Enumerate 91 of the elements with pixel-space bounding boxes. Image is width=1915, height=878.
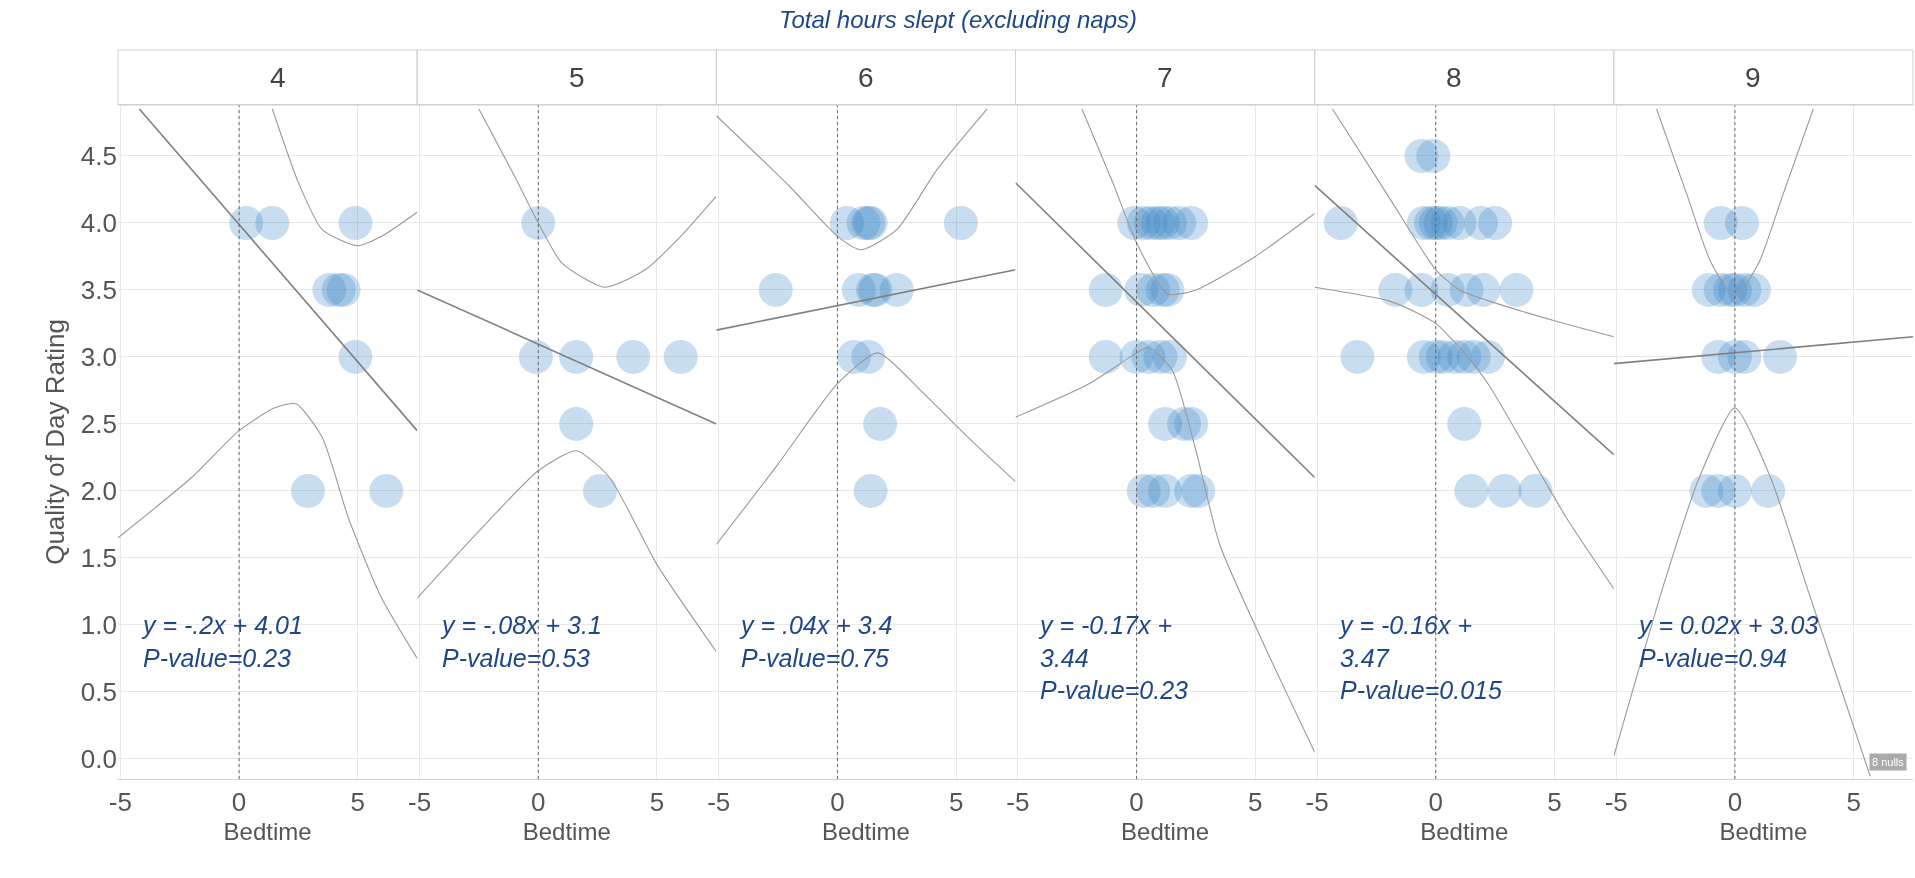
x-tick-label: 5 [649, 787, 665, 818]
x-tick-label: 5 [350, 787, 366, 818]
point [559, 339, 594, 374]
y-tick-label: 2.0 [80, 476, 117, 507]
x-tick-label: -5 [407, 787, 432, 818]
point [943, 205, 978, 240]
y-tick-label: 3.5 [80, 275, 117, 306]
chart-title: 9 [1745, 62, 1761, 93]
x-tick-label: 5 [1248, 787, 1263, 818]
y-tick-label: 2.5 [80, 409, 117, 440]
point [1174, 205, 1209, 240]
point [1088, 272, 1123, 307]
x-axis-title: Bedtime [1420, 817, 1509, 845]
point [521, 205, 556, 240]
point [1471, 339, 1505, 374]
x-tick-label: 0 [830, 787, 845, 818]
chart-title: 4 [270, 62, 286, 93]
annotation: y = -0.17x + 3.44 P-value=0.23 [1038, 611, 1189, 704]
x-tick-label: -5 [108, 787, 132, 818]
annotation: y = .04x + 3.4 P-value=0.75 [739, 611, 893, 672]
point [1499, 272, 1534, 307]
point [255, 205, 290, 240]
point [559, 406, 594, 441]
point [1466, 272, 1501, 307]
point [1416, 138, 1451, 173]
x-tick-label: 0 [1129, 787, 1144, 818]
point [1088, 339, 1123, 374]
x-tick-label: 0 [531, 787, 546, 818]
y-tick-label: 0.5 [80, 677, 117, 707]
point [1447, 406, 1482, 441]
point [1725, 205, 1760, 240]
chart-title: 6 [858, 62, 874, 93]
point [1323, 205, 1358, 240]
annotation: y = -.08x + 3.1 P-value=0.53 [440, 611, 602, 672]
point [338, 339, 373, 374]
x-axis-title: Bedtime [1719, 817, 1808, 845]
x-tick-label: 5 [948, 787, 964, 818]
y-tick-label: 1.0 [80, 610, 117, 640]
point [853, 473, 888, 508]
y-tick-label: 3.0 [80, 342, 117, 373]
chart-title: 8 [1446, 62, 1462, 93]
x-axis-title: Bedtime [522, 817, 611, 845]
point [369, 473, 404, 508]
point [1174, 406, 1209, 441]
y-tick-label: 4.0 [80, 208, 117, 239]
point [758, 272, 793, 307]
point [1751, 473, 1786, 508]
chart-title: 5 [569, 62, 585, 93]
x-tick-label: -5 [1305, 787, 1329, 818]
x-tick-label: 0 [1428, 787, 1443, 818]
point [1340, 339, 1375, 374]
x-tick-label: -5 [1006, 787, 1030, 818]
point [1181, 473, 1216, 508]
x-tick-label: 5 [1547, 787, 1562, 818]
x-axis-title: Bedtime [223, 817, 312, 845]
x-tick-label: 5 [1846, 787, 1861, 818]
point [1478, 205, 1513, 240]
x-tick-label: 0 [1727, 787, 1743, 818]
annotation: 8 nulls [1872, 756, 1905, 768]
point [1763, 339, 1798, 374]
point [616, 339, 651, 374]
x-tick-label: -5 [1604, 787, 1628, 818]
point [1487, 473, 1522, 508]
point [1152, 339, 1187, 374]
x-axis-title: Bedtime [821, 817, 910, 845]
annotation: y = -0.16x + 3.47 P-value=0.015 [1338, 611, 1503, 704]
chart-subtitle: Total hours slept (excluding naps) [779, 6, 1137, 33]
point [863, 406, 898, 441]
y-tick-label: 4.5 [80, 141, 117, 172]
point [338, 205, 373, 240]
point [1736, 272, 1771, 307]
point [1717, 473, 1752, 508]
x-tick-label: 0 [231, 787, 247, 818]
point [879, 272, 914, 307]
point [290, 473, 325, 508]
point [518, 339, 553, 374]
point [583, 473, 617, 508]
x-axis-title: Bedtime [1121, 817, 1210, 845]
point [1518, 473, 1553, 508]
y-tick-label: 1.5 [80, 543, 117, 574]
chart-title: 7 [1157, 62, 1173, 93]
y-tick-label: 0.0 [80, 744, 117, 774]
annotation: y = 0.02x + 3.03 P-value=0.94 [1637, 611, 1819, 672]
point [1727, 339, 1762, 374]
point [1454, 473, 1489, 508]
point [663, 339, 698, 374]
annotation: y = -.2x + 4.01 P-value=0.23 [141, 611, 303, 672]
point [851, 339, 886, 374]
y-axis-title: Quality of Day Rating [40, 319, 71, 565]
line-series [271, 108, 418, 247]
x-tick-label: -5 [707, 787, 731, 818]
